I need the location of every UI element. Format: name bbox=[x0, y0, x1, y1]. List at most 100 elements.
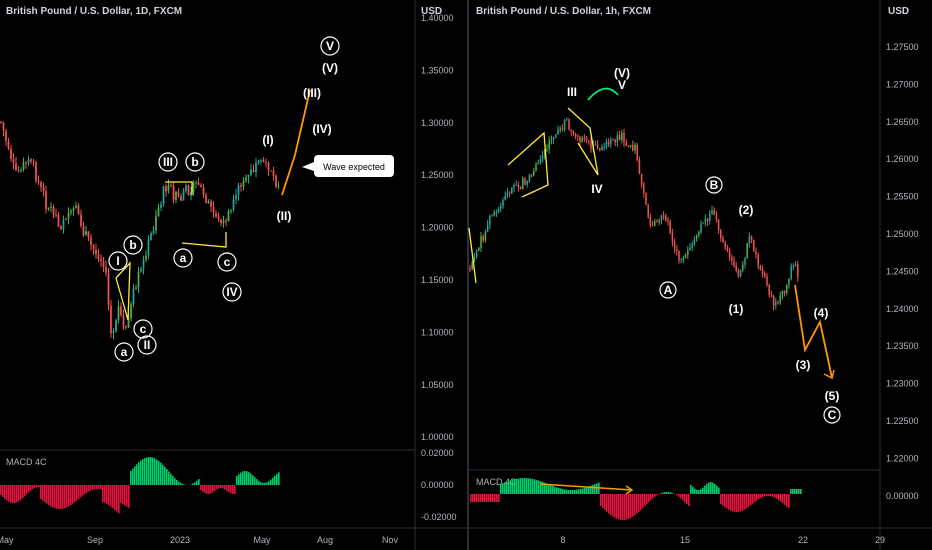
macd-bar bbox=[496, 494, 498, 502]
macd-bar bbox=[498, 494, 500, 502]
candle bbox=[711, 210, 713, 215]
macd-bar bbox=[198, 479, 200, 485]
candle bbox=[247, 174, 250, 178]
candle bbox=[52, 206, 55, 215]
candle bbox=[197, 182, 200, 186]
macd-bar bbox=[532, 478, 534, 494]
macd-bar bbox=[586, 487, 588, 494]
macd-bar bbox=[120, 485, 122, 503]
candle bbox=[709, 214, 711, 222]
candle bbox=[566, 119, 568, 121]
candle bbox=[588, 140, 590, 142]
candle bbox=[493, 212, 495, 216]
candle bbox=[242, 180, 245, 187]
macd-bar bbox=[796, 489, 798, 494]
macd-bar bbox=[604, 494, 606, 510]
macd-bar bbox=[64, 485, 66, 509]
candle bbox=[568, 119, 570, 130]
wave-label-left: IV bbox=[226, 285, 237, 299]
macd-bar bbox=[2, 485, 4, 497]
macd-bar bbox=[500, 484, 502, 494]
wave-label-left: (I) bbox=[262, 133, 273, 147]
macd-bar bbox=[138, 462, 140, 485]
macd-bar bbox=[576, 489, 578, 494]
macd-bar bbox=[12, 485, 14, 503]
macd-bar bbox=[40, 485, 42, 499]
candle bbox=[210, 201, 212, 207]
macd-bar bbox=[782, 494, 784, 504]
candle bbox=[82, 225, 85, 236]
candle bbox=[473, 257, 476, 262]
macd-bar bbox=[616, 494, 618, 519]
candle bbox=[517, 184, 520, 188]
candle bbox=[555, 134, 557, 138]
right-y-tick-label: 1.23500 bbox=[886, 341, 919, 351]
macd-bar bbox=[772, 494, 774, 497]
candle bbox=[779, 295, 781, 303]
macd-bar bbox=[670, 492, 672, 494]
candle bbox=[792, 265, 795, 267]
candle bbox=[590, 141, 592, 149]
macd-bar bbox=[738, 494, 740, 512]
candle bbox=[783, 291, 786, 293]
macd-bar bbox=[32, 485, 34, 489]
macd-bar bbox=[166, 469, 168, 485]
candle bbox=[724, 242, 726, 248]
macd-bar bbox=[182, 484, 184, 485]
candle bbox=[20, 169, 22, 172]
macd-bar bbox=[238, 474, 240, 485]
macd-bar bbox=[100, 485, 102, 490]
candle bbox=[665, 215, 667, 221]
candle bbox=[513, 185, 515, 188]
macd-bar bbox=[566, 489, 568, 494]
left-y-tick-label: 1.30000 bbox=[421, 118, 454, 128]
callout-pointer bbox=[302, 162, 314, 171]
candle bbox=[185, 185, 187, 191]
candle bbox=[594, 144, 597, 146]
candle bbox=[495, 212, 498, 214]
candle bbox=[739, 270, 742, 276]
candle bbox=[504, 195, 506, 200]
right-y-tick-label: 1.27500 bbox=[886, 42, 919, 52]
macd-bar bbox=[720, 494, 722, 504]
candle bbox=[102, 261, 105, 267]
candle bbox=[22, 162, 25, 170]
macd-bar bbox=[96, 485, 98, 490]
macd-bar bbox=[642, 494, 644, 508]
wave-label-left: III bbox=[163, 155, 173, 169]
macd-bar bbox=[206, 485, 208, 494]
macd-bar bbox=[580, 488, 582, 494]
candle bbox=[127, 318, 130, 328]
left-macd-tick-label: 0.00000 bbox=[421, 480, 454, 490]
wave-label-left: I bbox=[116, 254, 119, 268]
candle bbox=[607, 141, 610, 145]
candle bbox=[12, 158, 15, 164]
macd-bar bbox=[706, 483, 708, 494]
candle bbox=[65, 218, 67, 220]
macd-bar bbox=[66, 485, 68, 508]
candle bbox=[478, 247, 480, 251]
macd-bar bbox=[766, 494, 768, 497]
macd-bar bbox=[768, 494, 770, 497]
macd-bar bbox=[502, 483, 504, 494]
candle bbox=[85, 231, 87, 236]
macd-bar bbox=[236, 476, 238, 485]
wave-label-right: III bbox=[567, 85, 577, 99]
macd-bar bbox=[664, 492, 666, 494]
left-y-tick-label: 1.05000 bbox=[421, 380, 454, 390]
candle bbox=[570, 129, 572, 132]
macd-bar bbox=[172, 475, 174, 485]
candle bbox=[147, 239, 150, 256]
candle bbox=[115, 319, 117, 332]
candle bbox=[728, 250, 731, 258]
candle bbox=[733, 260, 735, 267]
wave-circle bbox=[659, 281, 677, 299]
macd-bar bbox=[196, 480, 198, 485]
macd-bar bbox=[540, 481, 542, 494]
macd-bar bbox=[234, 485, 236, 494]
candle bbox=[544, 149, 546, 156]
candle bbox=[535, 164, 537, 171]
macd-bar bbox=[472, 494, 474, 502]
macd-bar bbox=[158, 460, 160, 485]
